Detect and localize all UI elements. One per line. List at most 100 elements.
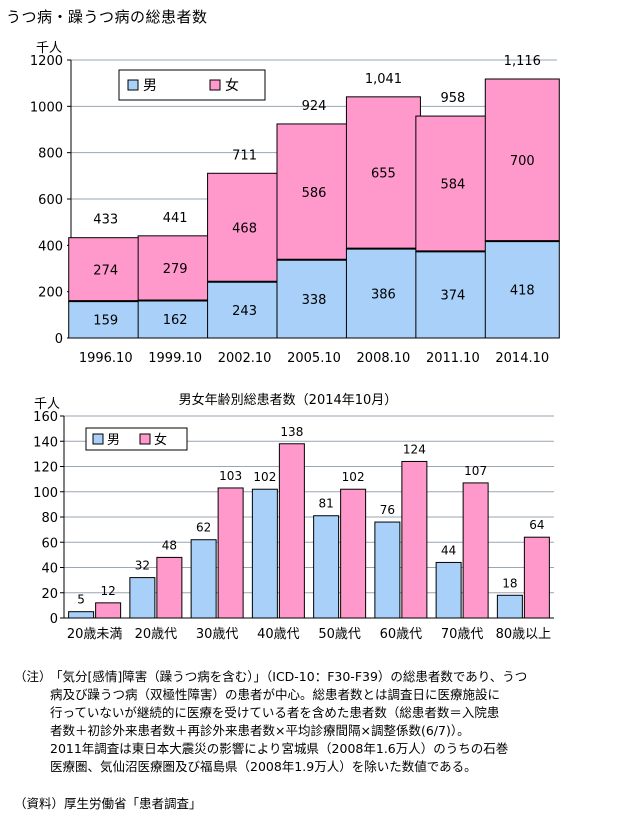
data-label-male: 338 (302, 293, 327, 308)
note-line: 2011年調査は東日本大震災の影響により宮城県（2008年1.6万人）のうちの石… (50, 741, 509, 756)
bar-male (190, 539, 217, 619)
x-tick-label: 20歳未満 (67, 627, 123, 642)
bar-male (374, 521, 401, 619)
y-tick-label: 0 (55, 332, 63, 347)
data-label-female: 279 (163, 262, 188, 277)
x-tick-label: 1999.10 (148, 351, 202, 366)
data-label-male: 102 (253, 470, 276, 484)
data-label-total: 711 (232, 148, 257, 163)
bar-male (207, 281, 283, 339)
data-label-male: 76 (380, 503, 395, 517)
y-tick-label: 100 (33, 486, 58, 501)
bar-female (137, 235, 213, 301)
bar-female (217, 487, 244, 619)
data-label-total: 958 (440, 91, 465, 106)
data-label-female: 102 (342, 470, 365, 484)
y-tick-label: 200 (38, 286, 63, 301)
note-line: 行っていないが継続的に医療を受けている者を含めた患者数（総患者数＝入院患 (50, 705, 500, 720)
stacked-bar-chart-total-patients: 千人 0 200 400 600 800 1000 1200 159 274 433 1996.10 1… (30, 41, 560, 366)
y-axis-unit-label: 千人 (34, 397, 60, 412)
bar-female (415, 115, 491, 252)
x-tick-label: 80歳以上 (496, 627, 552, 642)
data-label-male: 62 (196, 521, 211, 535)
x-tick-label: 50歳代 (318, 627, 361, 642)
bar-female (345, 96, 421, 250)
note-line: 医療圏、気仙沼医療圏及び福島県（2008年1.9万人）を除いた数値である。 (50, 759, 477, 774)
legend-swatch-female (139, 433, 151, 445)
data-label-female: 586 (302, 186, 327, 201)
y-tick-label: 160 (33, 410, 58, 425)
y-tick-label: 800 (38, 147, 63, 162)
bar-female (95, 602, 122, 619)
bar-chart-age-gender-2014: 千人 男女年齢別総患者数（2014年10月） 0 20 40 60 80 100 120 140 1… (33, 392, 554, 642)
y-tick-label: 120 (33, 461, 58, 476)
chart-title: 男女年齢別総患者数（2014年10月） (179, 392, 398, 408)
bar-female (278, 443, 305, 619)
x-tick-label: 30歳代 (196, 627, 239, 642)
data-label-female: 48 (162, 538, 177, 552)
data-label-male: 18 (502, 576, 517, 590)
y-tick-label: 40 (41, 562, 58, 577)
y-tick-label: 140 (33, 435, 58, 450)
x-tick-label: 2008.10 (357, 351, 411, 366)
data-label-total: 1,041 (365, 72, 402, 87)
data-label-female: 64 (529, 518, 544, 532)
legend-box (118, 69, 266, 101)
data-label-total: 433 (93, 213, 118, 228)
data-label-male: 5 (77, 593, 85, 607)
y-tick-label: 600 (38, 193, 63, 208)
data-label-male: 159 (93, 314, 118, 329)
data-label-female: 655 (371, 167, 396, 182)
x-tick-label: 2005.10 (287, 351, 341, 366)
data-label-female: 138 (280, 425, 303, 439)
x-tick-label: 70歳代 (441, 627, 484, 642)
legend-swatch-male (127, 79, 139, 91)
bar-male (484, 240, 560, 339)
x-tick-label: 2011.10 (426, 351, 480, 366)
data-label-male: 374 (440, 289, 465, 304)
legend-label-female: 女 (225, 77, 239, 94)
bar-female (207, 172, 283, 283)
page-title: うつ病・躁うつ病の総患者数 (6, 8, 208, 26)
x-tick-label: 40歳代 (257, 627, 300, 642)
data-label-male: 32 (135, 559, 150, 573)
notes-block: （注） 「気分[感情]障害（躁うつ病を含む）」（ICD-10：F30-F39）の… (14, 668, 614, 776)
x-tick-label: 2002.10 (218, 351, 272, 366)
data-label-female: 468 (232, 221, 257, 236)
data-label-total: 441 (163, 211, 188, 226)
bar-female (340, 488, 367, 619)
y-tick-label: 20 (41, 587, 58, 602)
bar-male (435, 561, 462, 619)
bar-male (129, 577, 156, 619)
bar-female (156, 556, 183, 619)
notes-text: 「気分[感情]障害（躁うつ病を含む）」（ICD-10：F30-F39）の総患者数… (50, 668, 614, 776)
legend-box (85, 427, 188, 451)
data-label-female: 103 (219, 469, 242, 483)
y-tick-label: 1000 (30, 100, 63, 115)
bar-female (523, 536, 550, 619)
data-label-male: 162 (163, 313, 188, 328)
legend-swatch-male (92, 433, 104, 445)
note-line: 者数＋初診外来患者数＋再診外来患者数×平均診療間隔×調整係数(6/7)）。 (50, 723, 470, 738)
data-label-female: 124 (403, 442, 426, 456)
data-label-total: 1,116 (504, 54, 541, 69)
data-label-male: 418 (510, 284, 535, 299)
bar-female (276, 123, 352, 261)
bar-male (345, 248, 421, 339)
legend-label-male: 男 (143, 78, 157, 94)
bar-female (401, 460, 428, 619)
bar-male (313, 515, 340, 619)
data-label-male: 44 (441, 543, 456, 557)
y-tick-label: 400 (38, 239, 63, 254)
bar-female (462, 482, 489, 619)
data-label-female: 107 (464, 464, 487, 478)
x-tick-label: 60歳代 (380, 627, 423, 642)
x-tick-label: 20歳代 (135, 627, 178, 642)
note-line: 「気分[感情]障害（躁うつ病を含む）」（ICD-10：F30-F39）の総患者数… (50, 669, 528, 684)
data-label-female: 700 (510, 154, 535, 169)
data-label-female: 584 (440, 178, 465, 193)
note-line: 病及び躁うつ病（双極性障害）の患者が中心。総患者数とは調査日に医療施設に (50, 687, 501, 702)
bar-male (251, 488, 278, 619)
bar-male (68, 611, 95, 619)
legend-label-female: 女 (154, 432, 167, 448)
